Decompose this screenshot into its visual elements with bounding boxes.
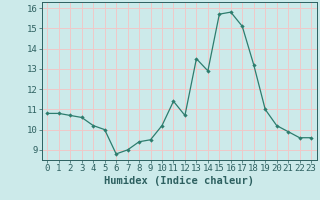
X-axis label: Humidex (Indice chaleur): Humidex (Indice chaleur) [104,176,254,186]
